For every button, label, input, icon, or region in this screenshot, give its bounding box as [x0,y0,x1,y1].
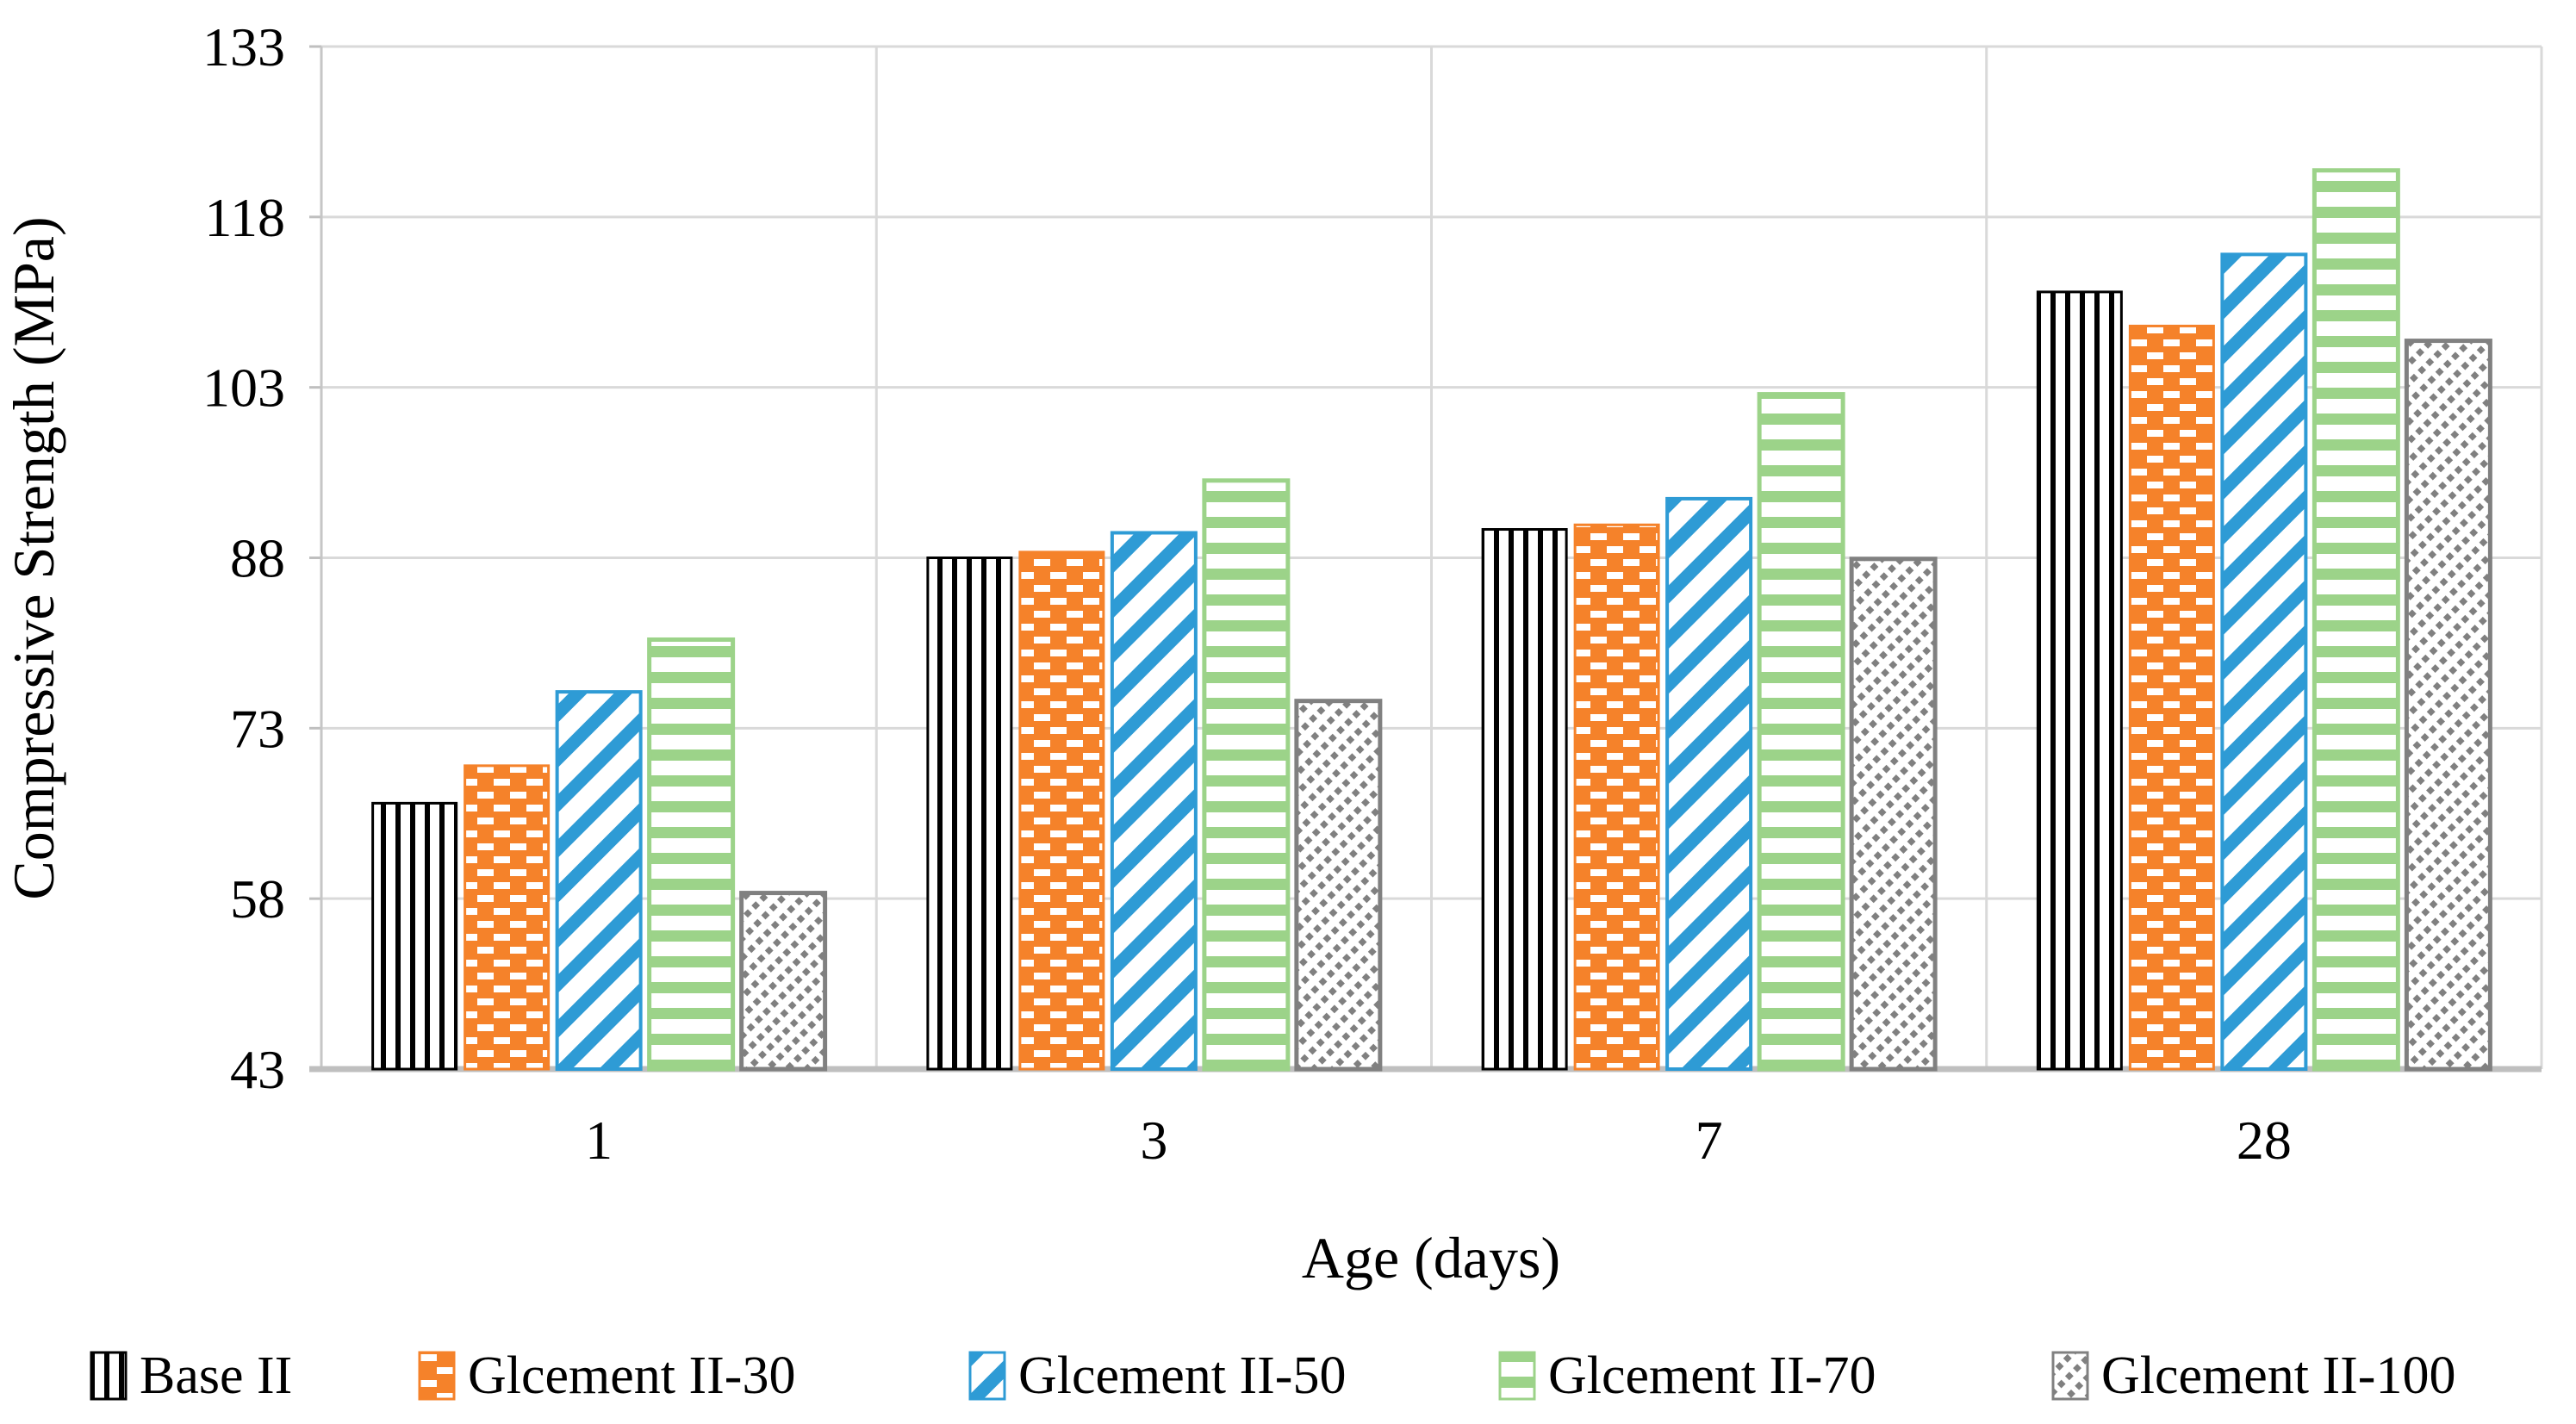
bar-base-ii-age-3 [926,557,1013,1071]
bars [371,168,2492,1072]
axis-tick-labels: 43 58 73 88 103 118 133 1 3 7 28 [202,16,2292,1171]
legend-label: Base II [140,1346,293,1405]
bar-glcement-ii-100-age-28 [2404,339,2492,1072]
bar-glcement-ii-100-age-7 [1849,557,1938,1072]
legend-item-glcement-ii-30: Glcement II-30 [418,1337,795,1415]
legend: Base II Glcement II-30 Glcement II-50 Glcem… [0,1337,2576,1415]
bar-glcement-ii-70-age-7 [1757,392,1845,1072]
legend-item-base-ii: Base II [90,1337,292,1415]
bar-glcement-ii-50-age-28 [2220,252,2308,1071]
legend-swatch-rect [1498,1351,1536,1401]
legend-swatch-rect [418,1351,456,1401]
bar-glcement-ii-100-age-1 [739,891,828,1072]
legend-swatch-diagonal-up-stripes [968,1351,1006,1401]
bar-glcement-ii-70-age-28 [2312,168,2400,1072]
y-tick-label: 118 [204,187,285,248]
bar-glcement-ii-50-age-3 [1110,531,1198,1071]
legend-swatch-rect [968,1351,1006,1401]
legend-swatch-rect [2051,1351,2089,1401]
legend-swatch-diagonal-down-dots [2051,1351,2089,1401]
legend-swatch-horizontal-stripes [1498,1351,1536,1401]
y-tick-label: 103 [202,358,285,419]
y-tick-label: 133 [202,16,285,78]
legend-swatch-vertical-stripes [90,1351,128,1401]
legend-item-glcement-ii-100: Glcement II-100 [2051,1337,2455,1415]
legend-label: Glcement II-50 [1018,1346,1347,1405]
bar-glcement-ii-30-age-1 [464,764,551,1071]
x-tick-label: 28 [2237,1110,2292,1171]
bar-base-ii-age-1 [371,801,458,1071]
bar-glcement-ii-100-age-3 [1294,699,1383,1072]
bar-glcement-ii-30-age-28 [2128,324,2215,1071]
legend-label: Glcement II-70 [1548,1346,1876,1405]
x-tick-label: 1 [585,1110,613,1171]
y-tick-label: 73 [230,698,285,759]
bar-base-ii-age-28 [2036,290,2123,1071]
y-axis-title: Compressive Strength (MPa) [1,216,66,899]
x-tick-label: 3 [1140,1110,1167,1171]
legend-item-glcement-ii-70: Glcement II-70 [1498,1337,1876,1415]
x-tick-label: 7 [1696,1110,1723,1171]
bar-glcement-ii-30-age-3 [1018,550,1105,1071]
legend-label: Glcement II-30 [468,1346,796,1405]
bar-base-ii-age-7 [1481,528,1568,1071]
bar-glcement-ii-70-age-1 [647,637,736,1072]
bar-glcement-ii-30-age-7 [1573,523,1660,1071]
bar-glcement-ii-70-age-3 [1202,478,1291,1072]
legend-label: Glcement II-100 [2101,1346,2456,1405]
x-axis-title: Age (days) [1302,1225,1560,1290]
legend-swatch-rect [90,1351,128,1401]
y-tick-label: 58 [230,868,285,930]
y-tick-label: 88 [230,528,285,589]
bar-glcement-ii-50-age-1 [555,690,643,1072]
legend-swatch-brick-dashes [418,1351,456,1401]
bar-glcement-ii-50-age-7 [1665,496,1753,1071]
legend-item-glcement-ii-50: Glcement II-50 [968,1337,1346,1415]
y-tick-label: 43 [230,1039,285,1100]
